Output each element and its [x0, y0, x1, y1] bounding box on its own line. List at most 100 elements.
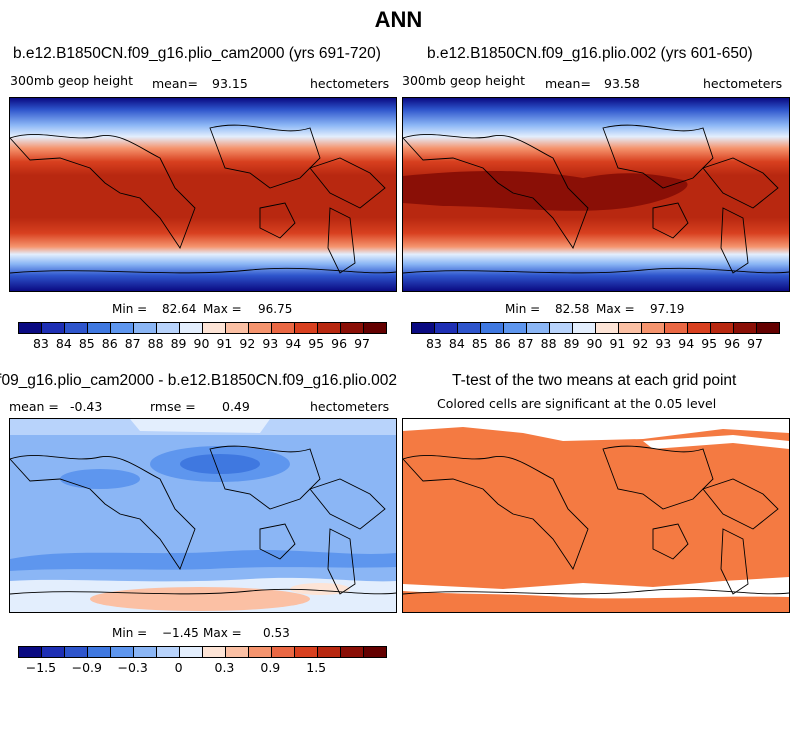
colorbar-swatch	[157, 323, 180, 333]
colorbar-swatch	[19, 323, 42, 333]
colorbar-tick-label: 92	[632, 336, 649, 351]
panel3-colorbar	[18, 646, 387, 658]
colorbar-swatch	[157, 647, 180, 657]
colorbar-tick-label: 91	[216, 336, 233, 351]
colorbar-swatch	[65, 647, 88, 657]
colorbar-swatch	[734, 323, 757, 333]
colorbar-swatch	[435, 323, 458, 333]
colorbar-tick-label: 91	[609, 336, 626, 351]
colorbar-swatch	[134, 647, 157, 657]
panel3-mean: -0.43	[70, 399, 103, 414]
colorbar-tick-label: 92	[239, 336, 256, 351]
colorbar-tick-label: 85	[78, 336, 95, 351]
colorbar-tick-label: 90	[193, 336, 210, 351]
colorbar-tick-label: 85	[471, 336, 488, 351]
panel2-min: 82.58	[555, 302, 590, 316]
colorbar-tick-label: 94	[678, 336, 695, 351]
colorbar-swatch	[318, 647, 341, 657]
colorbar-swatch	[364, 647, 386, 657]
panel3-min-label: Min =	[112, 626, 148, 640]
panel1-mean: 93.15	[212, 76, 248, 91]
colorbar-swatch	[249, 323, 272, 333]
colorbar-tick-label: 83	[32, 336, 49, 351]
colorbar-swatch	[550, 323, 573, 333]
colorbar-swatch	[318, 323, 341, 333]
colorbar-swatch	[65, 323, 88, 333]
colorbar-swatch	[226, 647, 249, 657]
colorbar-swatch	[665, 323, 688, 333]
colorbar-tick-label: −1.5	[25, 660, 57, 675]
colorbar-swatch	[642, 323, 665, 333]
panel3-max-label: Max =	[203, 626, 242, 640]
panel2-max-label: Max =	[596, 302, 635, 316]
panel2-min-label: Min =	[505, 302, 541, 316]
colorbar-swatch	[295, 323, 318, 333]
colorbar-tick-label: 97	[354, 336, 371, 351]
colorbar-swatch	[458, 323, 481, 333]
colorbar-swatch	[711, 323, 734, 333]
colorbar-tick-label: 94	[285, 336, 302, 351]
panel1-title: b.e12.B1850CN.f09_g16.plio_cam2000 (yrs …	[13, 45, 381, 62]
colorbar-tick-label: 0.3	[214, 660, 235, 675]
panel1-min: 82.64	[162, 302, 197, 316]
colorbar-swatch	[364, 323, 386, 333]
panel1-map	[9, 97, 397, 292]
panel2-max: 97.19	[650, 302, 685, 316]
panel3-rmse-label: rmse =	[150, 399, 196, 414]
colorbar-tick-label: 0	[174, 660, 183, 675]
colorbar-swatch	[42, 323, 65, 333]
panel2-map	[402, 97, 790, 292]
panel3-max: 0.53	[263, 626, 290, 640]
panel3-map	[9, 418, 397, 613]
colorbar-swatch	[527, 323, 550, 333]
panel4-title: T-test of the two means at each grid poi…	[452, 372, 737, 389]
colorbar-tick-label: 84	[55, 336, 72, 351]
colorbar-swatch	[272, 323, 295, 333]
panel3-mean-label: mean =	[9, 399, 59, 414]
panel2-colorbar	[411, 322, 780, 334]
panel1-max-label: Max =	[203, 302, 242, 316]
colorbar-tick-label: 89	[170, 336, 187, 351]
colorbar-tick-label: 87	[517, 336, 534, 351]
panel1-variable: 300mb geop height	[10, 73, 133, 88]
colorbar-swatch	[341, 647, 364, 657]
colorbar-swatch	[688, 323, 711, 333]
colorbar-swatch	[295, 647, 318, 657]
colorbar-tick-label: 88	[540, 336, 557, 351]
colorbar-tick-label: 83	[425, 336, 442, 351]
colorbar-swatch	[42, 647, 65, 657]
colorbar-swatch	[203, 323, 226, 333]
panel4-map	[402, 418, 790, 613]
panel1-max: 96.75	[258, 302, 293, 316]
panel3-min: −1.45	[162, 626, 199, 640]
colorbar-tick-label: 1.5	[306, 660, 327, 675]
colorbar-swatch	[180, 647, 203, 657]
colorbar-tick-label: 95	[701, 336, 718, 351]
panel2-title: b.e12.B1850CN.f09_g16.plio.002 (yrs 601-…	[427, 45, 753, 62]
colorbar-swatch	[341, 323, 364, 333]
colorbar-tick-label: 0.9	[260, 660, 281, 675]
colorbar-swatch	[111, 647, 134, 657]
panel1-mean-label: mean=	[152, 76, 198, 91]
panel1-colorbar	[18, 322, 387, 334]
colorbar-tick-label: 84	[448, 336, 465, 351]
colorbar-swatch	[203, 647, 226, 657]
colorbar-swatch	[504, 323, 527, 333]
colorbar-tick-label: 86	[101, 336, 118, 351]
panel3-title: b.e12.B1850CN.f09_g16.plio_cam2000 - b.e…	[0, 372, 397, 389]
panel2-variable: 300mb geop height	[402, 73, 525, 88]
colorbar-tick-label: 90	[586, 336, 603, 351]
colorbar-swatch	[19, 647, 42, 657]
colorbar-swatch	[596, 323, 619, 333]
colorbar-swatch	[412, 323, 435, 333]
colorbar-tick-label: −0.9	[71, 660, 102, 675]
panel2-mean: 93.58	[604, 76, 640, 91]
colorbar-swatch	[88, 647, 111, 657]
panel3-title-clip: b.e12.B1850CN.f09_g16.plio_cam2000 - b.e…	[0, 372, 397, 390]
colorbar-tick-label: 93	[262, 336, 279, 351]
colorbar-tick-label: 87	[124, 336, 141, 351]
colorbar-swatch	[226, 323, 249, 333]
colorbar-tick-label: 96	[331, 336, 348, 351]
colorbar-swatch	[249, 647, 272, 657]
colorbar-tick-label: 86	[494, 336, 511, 351]
